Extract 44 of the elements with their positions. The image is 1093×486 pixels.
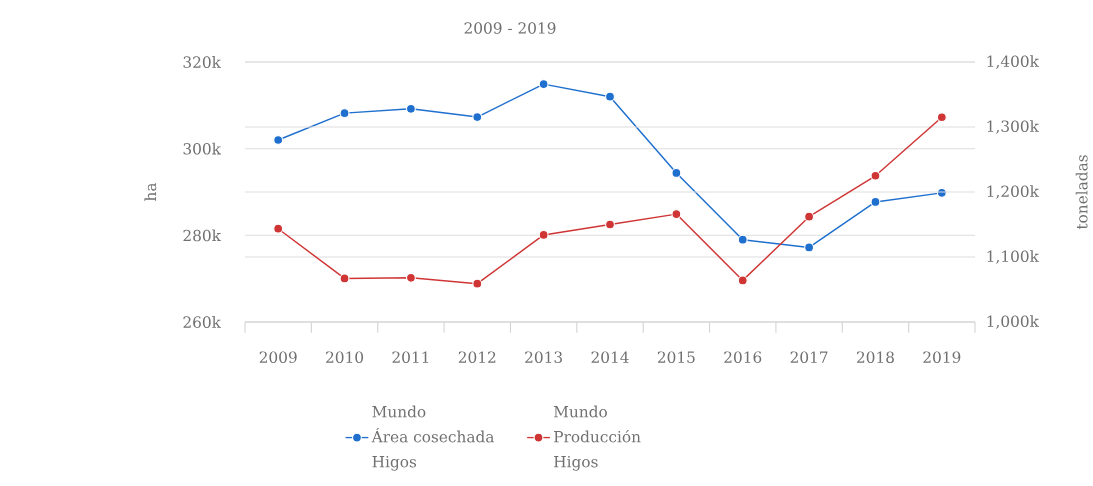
- point: [538, 79, 549, 90]
- legend-label: Mundo Área cosechada Higos: [371, 405, 495, 471]
- x-tick-label: 2009: [259, 351, 297, 363]
- x-tick-label: 2017: [790, 351, 828, 363]
- y2-tick-label: 1,000k: [987, 315, 1039, 329]
- point: [804, 211, 815, 222]
- point: [737, 234, 748, 245]
- point: [273, 135, 284, 145]
- x-tick-label: 2018: [856, 351, 894, 363]
- y2-tick-label: 1,400k: [987, 55, 1039, 69]
- y2-tick-label: 1,200k: [987, 185, 1039, 199]
- x-tick-label: 2014: [591, 351, 629, 363]
- y-tick-label: 280k: [183, 229, 222, 242]
- legend-label: Mundo Producción Higos: [554, 405, 641, 471]
- y2-axis-title: toneladas: [1075, 155, 1088, 230]
- point: [936, 112, 947, 123]
- point: [737, 275, 748, 286]
- point: [605, 219, 615, 230]
- point: [671, 209, 682, 220]
- point: [870, 170, 881, 181]
- point: [472, 112, 483, 122]
- x-tick-label: 2016: [724, 351, 762, 363]
- point: [273, 223, 284, 234]
- x-tick-label: 2013: [525, 351, 562, 363]
- point: [339, 108, 350, 119]
- x-tick-label: 2012: [458, 351, 496, 363]
- point: [339, 273, 350, 284]
- x-tick-label: 2010: [326, 351, 364, 363]
- x-tick-label: 2015: [657, 351, 695, 363]
- point: [472, 278, 483, 289]
- y-tick-label: 300k: [183, 142, 222, 155]
- y-tick-label: 260k: [183, 316, 222, 328]
- y-tick-label: 320k: [183, 56, 222, 68]
- point: [605, 91, 615, 102]
- y2-tick-label: 1,300k: [987, 120, 1039, 134]
- x-tick-label: 2011: [392, 351, 429, 363]
- chart-title: 2009 - 2019: [464, 22, 556, 34]
- point: [538, 229, 549, 240]
- point: [870, 197, 881, 207]
- y-axis-title: ha: [144, 182, 157, 201]
- point: [671, 168, 682, 178]
- y2-tick-label: 1,100k: [987, 250, 1039, 264]
- x-tick-label: 2019: [923, 351, 961, 363]
- point: [804, 242, 815, 253]
